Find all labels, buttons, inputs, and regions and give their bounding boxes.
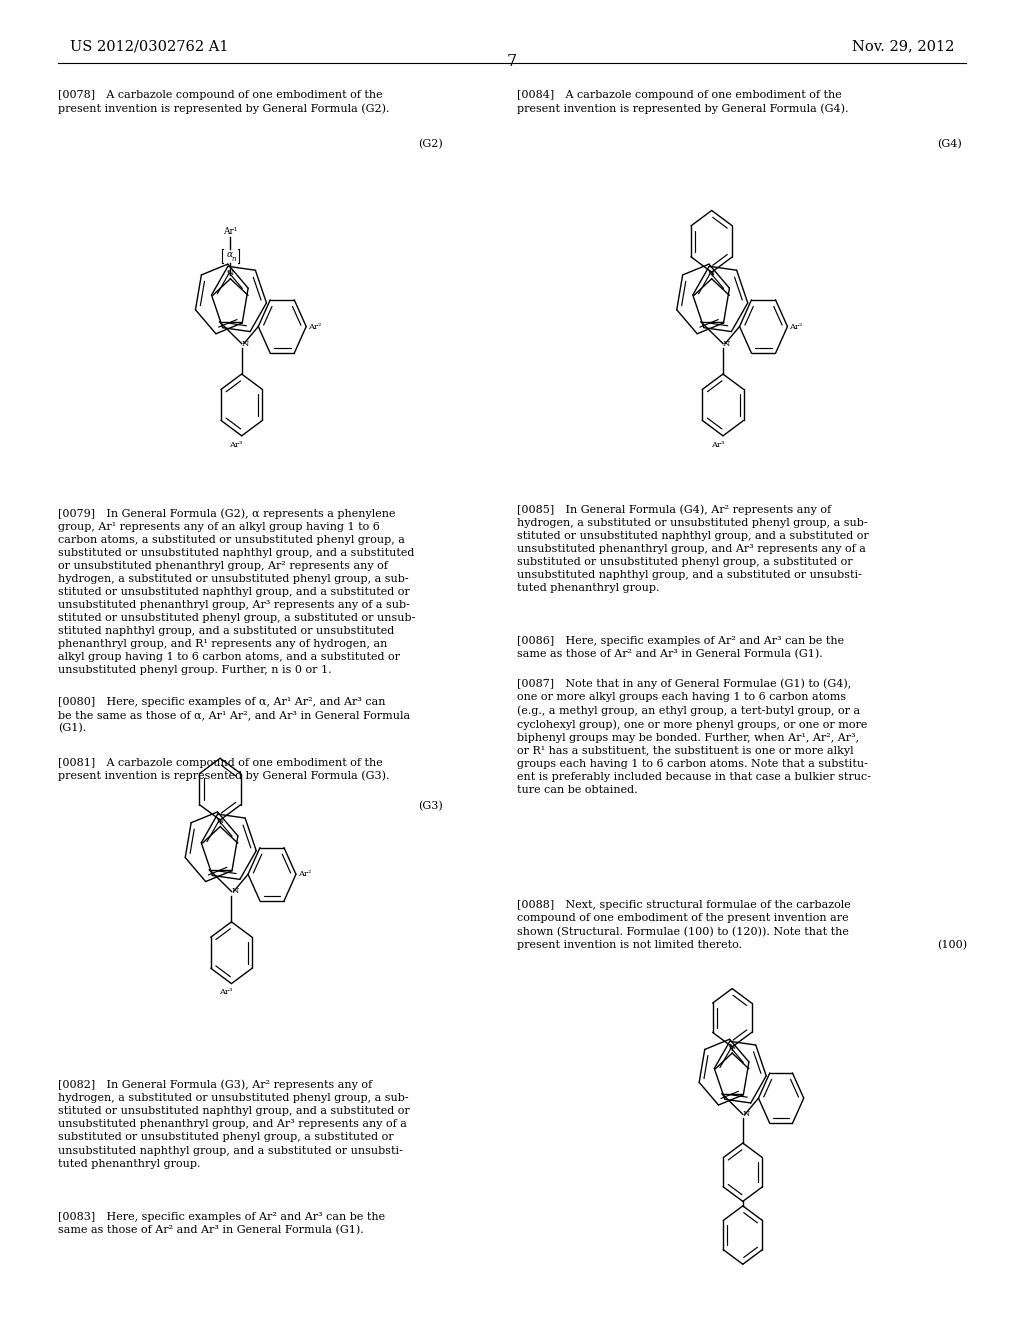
Text: n: n [231,255,236,263]
Text: N: N [242,339,249,347]
Text: (G4): (G4) [937,139,962,149]
Text: [0080]  Here, specific examples of α, Ar¹ Ar², and Ar³ can
be the same as those : [0080] Here, specific examples of α, Ar¹… [58,697,411,734]
Text: N: N [226,269,234,277]
Text: Ar³: Ar³ [229,441,243,449]
Text: N: N [728,1043,736,1051]
Text: [0087]  Note that in any of General Formulae (G1) to (G4),
one or more alkyl gro: [0087] Note that in any of General Formu… [517,678,871,795]
Text: Ar¹: Ar¹ [223,227,238,236]
Text: Ar³: Ar³ [219,989,232,997]
Text: [0086]  Here, specific examples of Ar² and Ar³ can be the
same as those of Ar² a: [0086] Here, specific examples of Ar² an… [517,636,844,660]
Text: [0078]  A carbazole compound of one embodiment of the
present invention is repre: [0078] A carbazole compound of one embod… [58,90,390,114]
Text: [0088]  Next, specific structural formulae of the carbazole
compound of one embo: [0088] Next, specific structural formula… [517,900,851,950]
Text: N: N [231,887,239,895]
Text: Ar³: Ar³ [711,441,724,449]
Text: [0085]  In General Formula (G4), Ar² represents any of
hydrogen, a substituted o: [0085] In General Formula (G4), Ar² repr… [517,504,869,593]
Text: [0082]  In General Formula (G3), Ar² represents any of
hydrogen, a substituted o: [0082] In General Formula (G3), Ar² repr… [58,1080,411,1168]
Text: [0083]  Here, specific examples of Ar² and Ar³ can be the
same as those of Ar² a: [0083] Here, specific examples of Ar² an… [58,1212,385,1236]
Text: [0084]  A carbazole compound of one embodiment of the
present invention is repre: [0084] A carbazole compound of one embod… [517,90,849,114]
Text: N: N [708,269,716,277]
Text: Ar²: Ar² [298,870,311,878]
Text: (G3): (G3) [418,801,442,812]
Text: N: N [216,817,224,825]
Text: Ar²: Ar² [790,322,803,330]
Text: Nov. 29, 2012: Nov. 29, 2012 [852,40,954,54]
Text: US 2012/0302762 A1: US 2012/0302762 A1 [70,40,228,54]
Text: (G2): (G2) [418,139,442,149]
Text: [0081]  A carbazole compound of one embodiment of the
present invention is repre: [0081] A carbazole compound of one embod… [58,758,390,781]
Text: [0079]  In General Formula (G2), α represents a phenylene
group, Ar¹ represents : [0079] In General Formula (G2), α repres… [58,508,416,676]
Text: 7: 7 [507,53,517,70]
Text: N: N [723,339,730,347]
Text: α: α [226,249,232,259]
Text: (100): (100) [937,940,967,950]
Text: Ar²: Ar² [308,322,322,330]
Text: N: N [742,1110,751,1118]
